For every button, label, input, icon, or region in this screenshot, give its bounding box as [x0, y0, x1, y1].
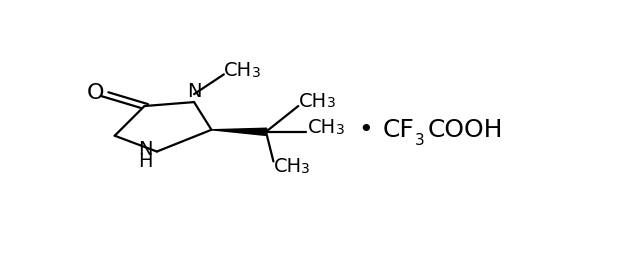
Text: CH: CH: [308, 118, 336, 137]
Text: H: H: [138, 152, 153, 171]
Text: 3: 3: [252, 66, 260, 80]
Text: •: •: [358, 118, 372, 142]
Polygon shape: [211, 128, 267, 135]
Text: O: O: [87, 83, 104, 103]
Text: 3: 3: [336, 123, 345, 137]
Text: COOH: COOH: [428, 118, 502, 142]
Text: 3: 3: [301, 162, 310, 176]
Text: 3: 3: [415, 133, 424, 148]
Text: CH: CH: [273, 157, 301, 176]
Text: 3: 3: [327, 96, 336, 111]
Text: CH: CH: [300, 91, 327, 111]
Text: CF: CF: [383, 118, 415, 142]
Text: N: N: [187, 82, 202, 101]
Text: CH: CH: [224, 61, 252, 80]
Text: N: N: [138, 140, 153, 159]
